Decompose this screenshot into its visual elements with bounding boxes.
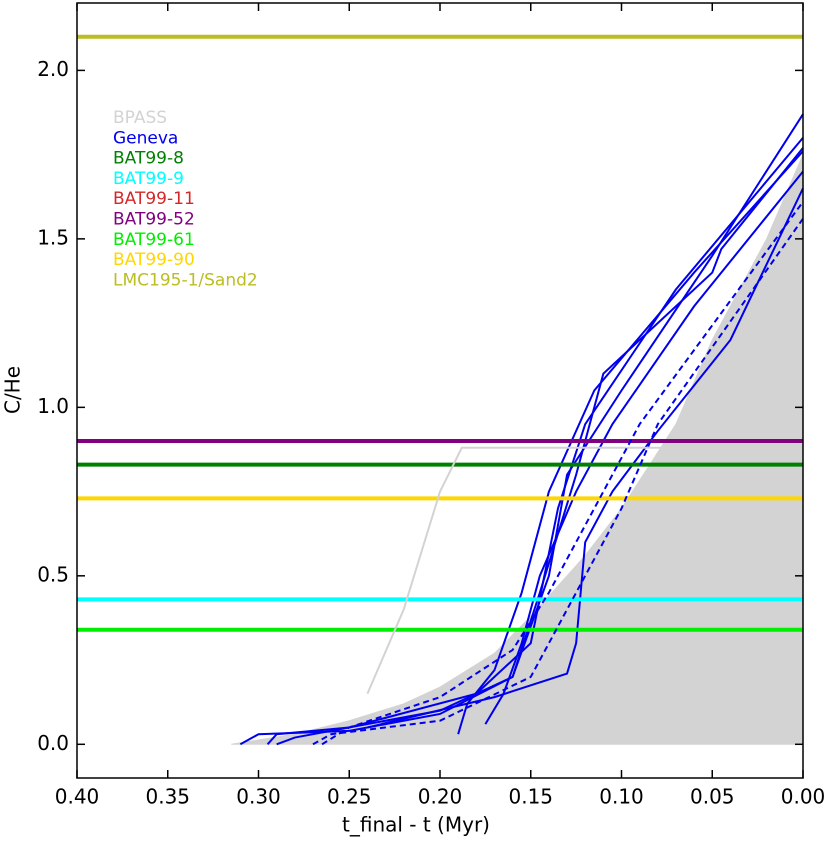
y-tick-label: 0.5	[37, 562, 69, 586]
legend-label: BAT99-8	[113, 149, 184, 169]
legend-label: BAT99-61	[113, 230, 195, 250]
line	[367, 187, 804, 729]
x-tick-label: 0.05	[690, 785, 735, 809]
x-tick-label: 0.30	[236, 785, 281, 809]
area	[231, 154, 804, 745]
x-tick-label: 0.15	[508, 785, 553, 809]
x-tick-label: 0.35	[145, 785, 190, 809]
line	[457, 150, 804, 735]
legend-label: BAT99-9	[113, 169, 184, 189]
legend-label: BPASS	[113, 108, 167, 128]
x-tick-label: 0.25	[327, 785, 372, 809]
x-tick-label: 0.40	[55, 785, 100, 809]
y-tick-label: 1.5	[37, 225, 69, 249]
y-tick-label: 0.0	[37, 731, 69, 755]
x-tick-label: 0.10	[599, 785, 644, 809]
y-axis-label: C/He	[1, 366, 25, 414]
line	[366, 446, 803, 695]
x-axis-label: t_final - t (Myr)	[342, 813, 490, 837]
y-tick-label: 1.0	[37, 394, 69, 418]
y-tick-label: 2.0	[37, 57, 69, 81]
legend-label: Geneva	[113, 128, 178, 148]
legend-label: BAT99-11	[113, 189, 195, 209]
legend-label: LMC195-1/Sand2	[113, 270, 258, 290]
line	[484, 170, 804, 725]
x-tick-label: 0.00	[781, 785, 826, 809]
legend-label: BAT99-52	[113, 210, 195, 230]
x-tick-label: 0.20	[418, 785, 463, 809]
legend-label: BAT99-90	[113, 250, 195, 270]
